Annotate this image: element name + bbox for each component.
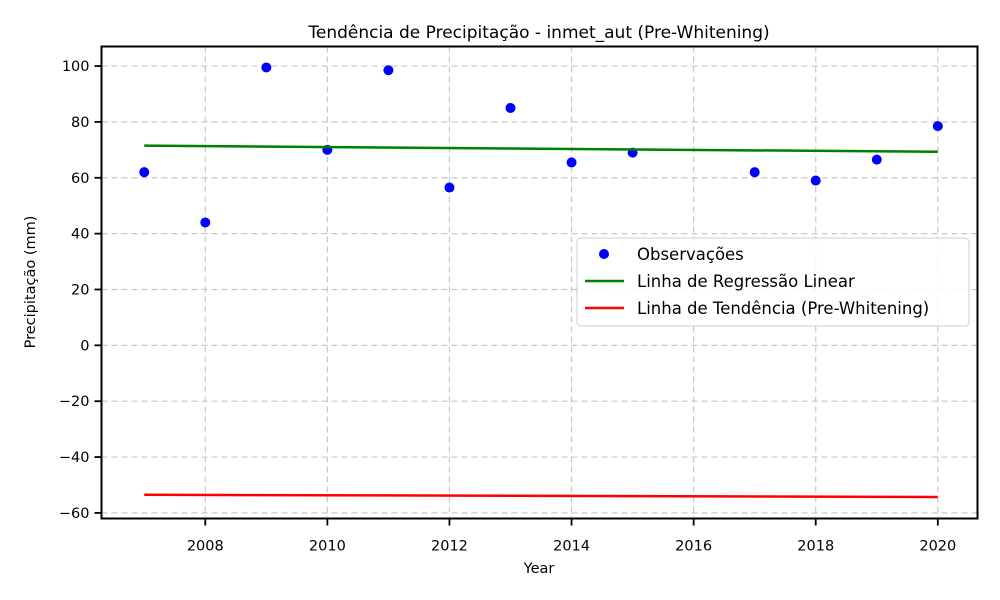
legend-box [576, 237, 970, 327]
y-tick-label: 40 [71, 227, 89, 243]
y-tick-label: −40 [59, 450, 90, 466]
series-line [144, 144, 938, 154]
legend: Observações Linha de Regressão Linear Linh… [576, 237, 970, 327]
x-axis-label: Year [523, 561, 555, 577]
y-tick-label: −60 [59, 506, 90, 522]
legend-label: Linha de Tendência (Pre-Whitening) [637, 299, 929, 318]
x-axis: 2008 2010 2012 2014 2016 2018 2020 [187, 518, 956, 555]
data-point [505, 102, 516, 113]
data-point [200, 217, 211, 228]
y-tick-label: 0 [80, 338, 89, 354]
data-point [383, 65, 394, 76]
x-tick-label: 2008 [187, 539, 224, 555]
y-tick-label: 100 [62, 59, 90, 75]
data-point [566, 157, 577, 168]
x-tick-label: 2010 [309, 539, 346, 555]
data-point [871, 154, 882, 165]
y-tick-label: 60 [71, 171, 89, 187]
data-point [749, 167, 760, 178]
series-layer [139, 62, 943, 499]
data-point [932, 121, 943, 132]
y-tick-label: 20 [71, 282, 89, 298]
x-tick-label: 2014 [553, 539, 590, 555]
y-tick-label: 80 [71, 115, 89, 131]
y-axis-label: Precipitação (mm) [23, 216, 39, 349]
plot-frame [100, 45, 979, 520]
data-point [139, 167, 150, 178]
data-point [444, 182, 455, 193]
y-axis: −60 −40 −20 0 20 40 60 80 100 [59, 59, 102, 522]
x-tick-label: 2016 [675, 539, 712, 555]
legend-swatch-marker [599, 249, 609, 259]
legend-label: Linha de Regressão Linear [637, 272, 855, 291]
data-point [810, 175, 821, 186]
series-line [144, 493, 938, 499]
x-tick-label: 2018 [797, 539, 834, 555]
y-tick-label: −20 [59, 394, 90, 410]
legend-label: Observações [637, 245, 744, 264]
data-point [261, 62, 272, 73]
chart-title: Tendência de Precipitação - inmet_aut (P… [307, 23, 769, 43]
x-tick-label: 2020 [919, 539, 956, 555]
x-tick-label: 2012 [431, 539, 468, 555]
